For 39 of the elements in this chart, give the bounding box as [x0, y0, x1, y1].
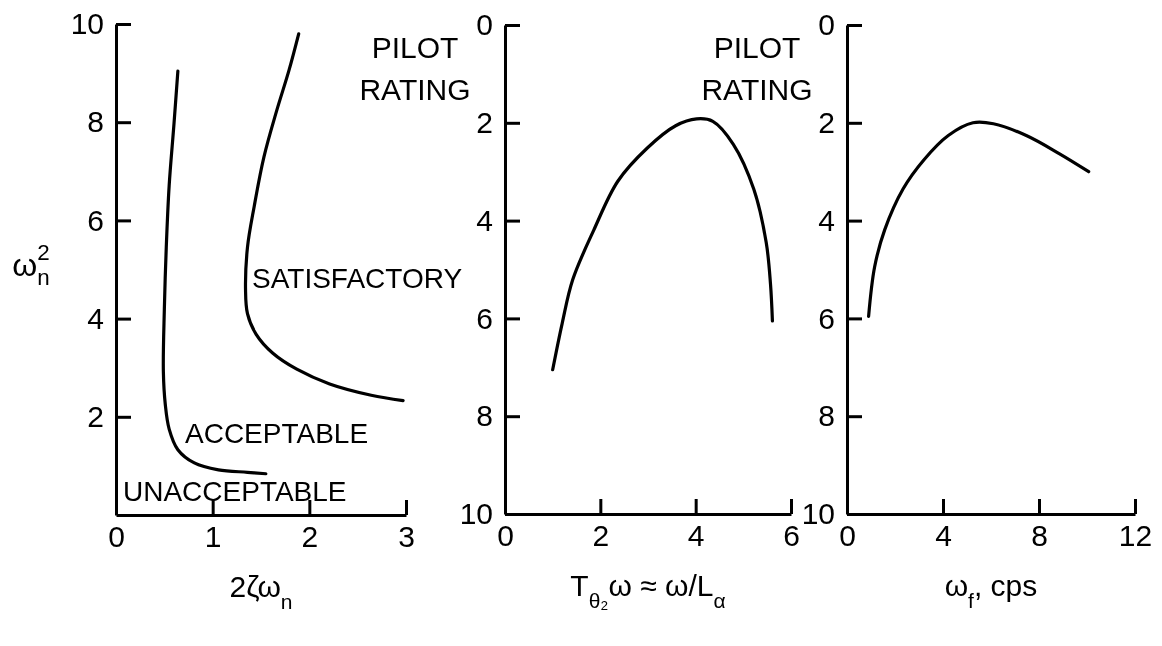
x-tick-label: 0 [839, 519, 856, 553]
y-tick-label: 0 [476, 8, 493, 42]
x-tick-label: 12 [1118, 519, 1153, 553]
x-tick-label: 8 [1031, 519, 1048, 553]
y-tick-label: 8 [476, 399, 493, 433]
x-axis-title: 2ζω$_{n}$ [229, 570, 293, 613]
y-axis-title: PILOT RATING [359, 30, 471, 106]
y-tick-label: 2 [818, 105, 835, 139]
y-tick-label: 2 [87, 399, 104, 433]
x-tick-label: 6 [783, 519, 800, 553]
x-tick-label: 4 [687, 519, 705, 553]
annotation: UNACCEPTABLE [123, 475, 347, 507]
annotation: SATISFACTORY [252, 262, 463, 294]
x-tick-label: 2 [301, 520, 319, 554]
y-tick-label: 8 [87, 105, 104, 139]
x-tick-label: 4 [935, 519, 952, 553]
annotation: ACCEPTABLE [185, 417, 369, 449]
x-axis-title: ω$_{f}$, cps [944, 569, 1038, 612]
x-tick-label: 1 [204, 520, 222, 554]
y-tick-label: 2 [476, 105, 493, 139]
y-tick-label: 6 [818, 301, 835, 335]
line-series [867, 120, 1091, 319]
y-tick-label: 10 [459, 497, 493, 531]
y-tick-label: 0 [818, 8, 835, 42]
line-series [551, 117, 775, 372]
x-tick-label: 0 [497, 519, 514, 553]
y-axis-title: PILOT RATING [701, 30, 813, 106]
y-tick-label: 8 [818, 399, 835, 433]
y-tick-label: 6 [87, 203, 104, 237]
y-tick-label: 10 [70, 7, 104, 41]
x-tick-label: 3 [398, 520, 415, 554]
x-axis-title: T$_{θ₂}$ω ≈ ω/L$_{α}$ [570, 569, 726, 612]
y-tick-label: 10 [801, 497, 835, 531]
y-tick-label: 4 [476, 203, 493, 237]
y-tick-label: 6 [476, 301, 493, 335]
y-tick-label: 4 [87, 301, 104, 335]
x-tick-label: 2 [592, 519, 610, 553]
x-tick-label: 0 [108, 520, 125, 554]
y-tick-label: 4 [818, 203, 835, 237]
